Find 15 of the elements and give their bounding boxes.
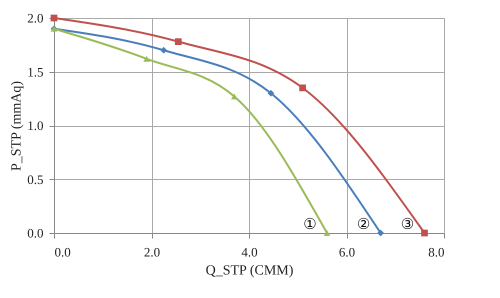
y-tick-label: 1.0 <box>27 118 44 133</box>
y-tick-label: 0.5 <box>27 172 44 187</box>
x-tick-label: 2.0 <box>144 244 160 260</box>
x-tick-label: 8.0 <box>428 244 444 260</box>
y-tick-label: 0.0 <box>27 226 44 240</box>
x-tick-label: 6.0 <box>338 244 356 260</box>
x-axis-title: Q_STP (CMM) <box>206 264 294 278</box>
x-tick-label: 4.0 <box>241 244 258 260</box>
y-axis-title: P_STP (mmAq) <box>9 80 24 172</box>
y-tick-label: 1.5 <box>27 64 44 80</box>
annotation: ② <box>356 215 370 233</box>
annotation: ① <box>303 215 317 233</box>
y-tick-label: 2.0 <box>27 10 44 26</box>
x-tick-label: 0.0 <box>54 244 71 260</box>
annotation: ③ <box>400 215 414 233</box>
